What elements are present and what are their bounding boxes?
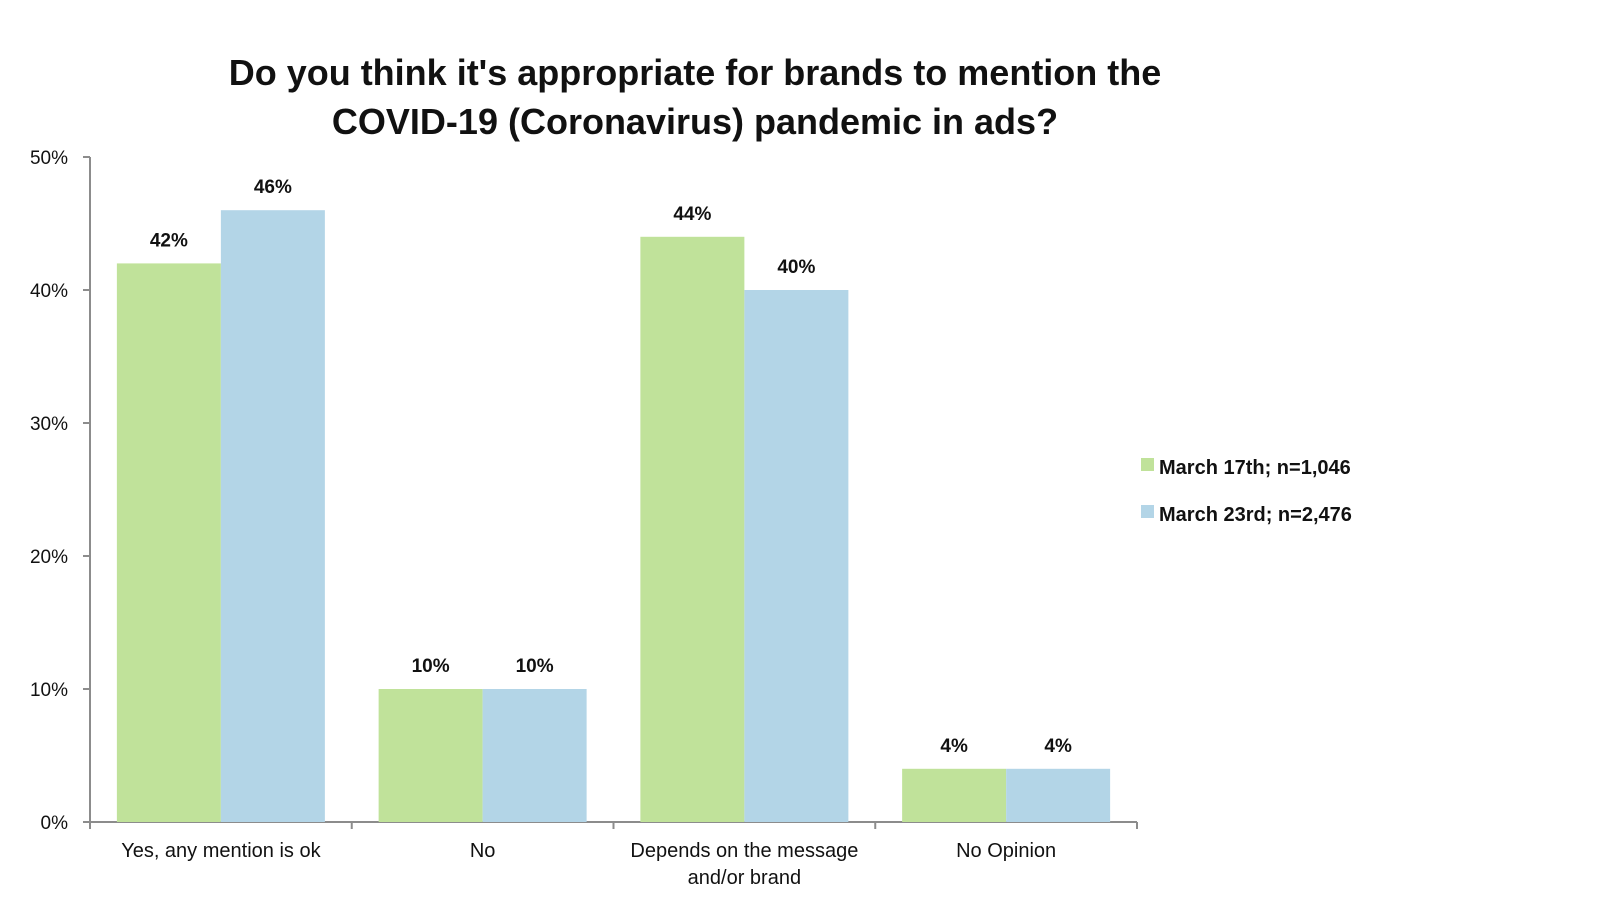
data-label: 44%: [673, 204, 711, 225]
data-label: 46%: [254, 177, 292, 198]
axes: 0% 10% 20% 30% 40% 50% Yes, any mention is ok N…: [30, 148, 1138, 889]
x-tick-label: Yes, any mention is ok: [121, 840, 321, 862]
data-label: 40%: [777, 257, 815, 278]
bar: [220, 210, 325, 822]
x-tick-label: No Opinion: [956, 840, 1056, 862]
y-tick-label: 40%: [30, 281, 68, 302]
y-tick-label: 10%: [30, 680, 68, 701]
bar: [640, 236, 745, 823]
bar: [902, 768, 1007, 822]
bars: [116, 210, 1111, 823]
bar: [116, 263, 221, 822]
legend: March 17th; n=1,046 March 23rd; n=2,476: [1141, 457, 1352, 526]
bar: [1006, 768, 1111, 822]
legend-label: March 23rd; n=2,476: [1159, 504, 1352, 526]
bar: [378, 689, 483, 822]
y-tick-label: 30%: [30, 414, 68, 435]
data-label: 10%: [516, 656, 554, 677]
data-label: 4%: [1044, 736, 1072, 757]
y-tick-label: 20%: [30, 547, 68, 568]
legend-label: March 17th; n=1,046: [1159, 457, 1351, 479]
data-label: 42%: [150, 230, 188, 251]
x-tick-label: Depends on the message: [630, 840, 858, 862]
chart-title: Do you think it's appropriate for brands…: [229, 52, 1162, 142]
data-label: 4%: [940, 736, 968, 757]
chart-title-line: Do you think it's appropriate for brands…: [229, 52, 1162, 93]
y-tick-label: 50%: [30, 148, 68, 169]
x-tick-label: and/or brand: [688, 867, 801, 889]
x-tick-label: No: [470, 840, 496, 862]
y-tick-label: 0%: [41, 813, 69, 834]
bar: [482, 689, 587, 822]
data-labels: 42% 10% 44% 4% 46% 10% 40% 4%: [150, 177, 1072, 757]
legend-swatch: [1141, 505, 1154, 518]
bar: [744, 290, 849, 822]
chart-title-line: COVID-19 (Coronavirus) pandemic in ads?: [332, 101, 1058, 142]
legend-swatch: [1141, 458, 1154, 471]
data-label: 10%: [412, 656, 450, 677]
